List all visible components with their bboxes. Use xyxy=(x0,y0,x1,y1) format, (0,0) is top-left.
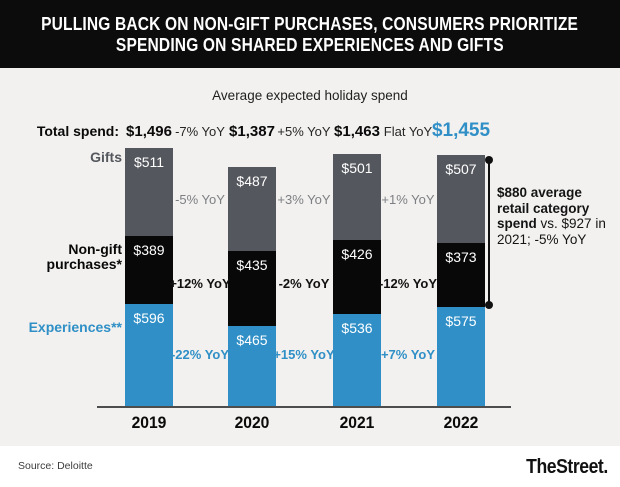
yoy-label: -22% YoY xyxy=(170,347,230,362)
bar-segment-2020-experiences xyxy=(228,326,276,407)
bar-value-label: $575 xyxy=(445,313,477,330)
series-label-gifts: Gifts xyxy=(90,149,122,165)
bar-value-label: $536 xyxy=(341,320,373,337)
bar-segment-2021-non-gift-purchases xyxy=(333,240,381,315)
bar-value-label: $511 xyxy=(133,153,165,170)
total-yoy-label: +5% YoY xyxy=(277,124,331,139)
bar-segment-2019-gifts xyxy=(125,147,173,237)
x-tick-label-2021: 2021 xyxy=(339,413,375,432)
total-yoy-label: -7% YoY xyxy=(175,124,225,139)
bracket-line xyxy=(488,160,490,306)
x-axis-line xyxy=(97,406,511,408)
yoy-label: -2% YoY xyxy=(278,276,330,291)
bar-value-label: $465 xyxy=(236,332,268,349)
bar-value-label: $373 xyxy=(445,248,477,265)
yoy-label: +15% YoY xyxy=(273,347,335,362)
x-tick-label-2019: 2019 xyxy=(131,413,167,432)
bar-value-label: $596 xyxy=(133,309,165,326)
yoy-label: +1% YoY xyxy=(381,192,435,207)
retail-category-annotation: $880 average retail category spend vs. $… xyxy=(497,185,617,247)
bracket-dot-top xyxy=(485,156,493,164)
bar-value-label: $501 xyxy=(341,159,373,176)
yoy-label: +3% YoY xyxy=(277,192,331,207)
bar-segment-2019-experiences xyxy=(125,303,173,407)
total-value-2021: $1,463 xyxy=(334,123,380,140)
bar-segment-2022-experiences xyxy=(437,307,485,407)
yoy-label: -12% YoY xyxy=(378,276,438,291)
bar-segment-2022-non-gift-purchases xyxy=(437,242,485,308)
yoy-label: +12% YoY xyxy=(169,276,231,291)
bar-value-label: $389 xyxy=(133,242,165,259)
x-tick-label-2022: 2022 xyxy=(443,413,479,432)
bracket-dot-bottom xyxy=(485,301,493,309)
series-label-experiences: Experiences** xyxy=(28,319,122,335)
thestreet-logo: TheStreet. xyxy=(526,456,608,478)
total-spend-label: Total spend: xyxy=(36,123,119,139)
bar-segment-2021-gifts xyxy=(333,153,381,241)
total-value-2019: $1,496 xyxy=(126,123,172,140)
yoy-label: +7% YoY xyxy=(380,347,436,362)
bar-segment-2020-gifts xyxy=(228,166,276,252)
chart-subtitle: Average expected holiday spend xyxy=(212,88,408,103)
bar-value-label: $507 xyxy=(445,160,477,177)
x-tick-label-2020: 2020 xyxy=(234,413,270,432)
total-yoy-label: Flat YoY xyxy=(383,124,433,139)
bar-segment-2021-experiences xyxy=(333,314,381,407)
annotation-regular-text: vs. $927 in 2021; -5% YoY xyxy=(497,216,606,247)
yoy-label: -5% YoY xyxy=(175,192,225,207)
total-value-2020: $1,387 xyxy=(229,123,275,140)
chart-background xyxy=(0,68,620,446)
bar-segment-2019-non-gift-purchases xyxy=(125,236,173,304)
bar-segment-2022-gifts xyxy=(437,154,485,243)
total-value-2022: $1,455 xyxy=(431,120,491,141)
series-label-non-gift: Non-gift purchases* xyxy=(46,241,122,272)
bar-value-label: $487 xyxy=(236,172,268,189)
bar-value-label: $435 xyxy=(236,257,268,274)
title-band: PULLING BACK ON NON-GIFT PURCHASES, CONS… xyxy=(0,0,620,68)
title-line-1: PULLING BACK ON NON-GIFT PURCHASES, CONS… xyxy=(41,13,579,34)
title-line-2: SPENDING ON SHARED EXPERIENCES AND GIFTS xyxy=(116,34,504,55)
bar-segment-2020-non-gift-purchases xyxy=(228,251,276,327)
annotation-bold-text: $880 average retail category spend xyxy=(497,185,590,231)
bar-value-label: $426 xyxy=(341,246,373,263)
source-credit: Source: Deloitte xyxy=(18,460,93,472)
